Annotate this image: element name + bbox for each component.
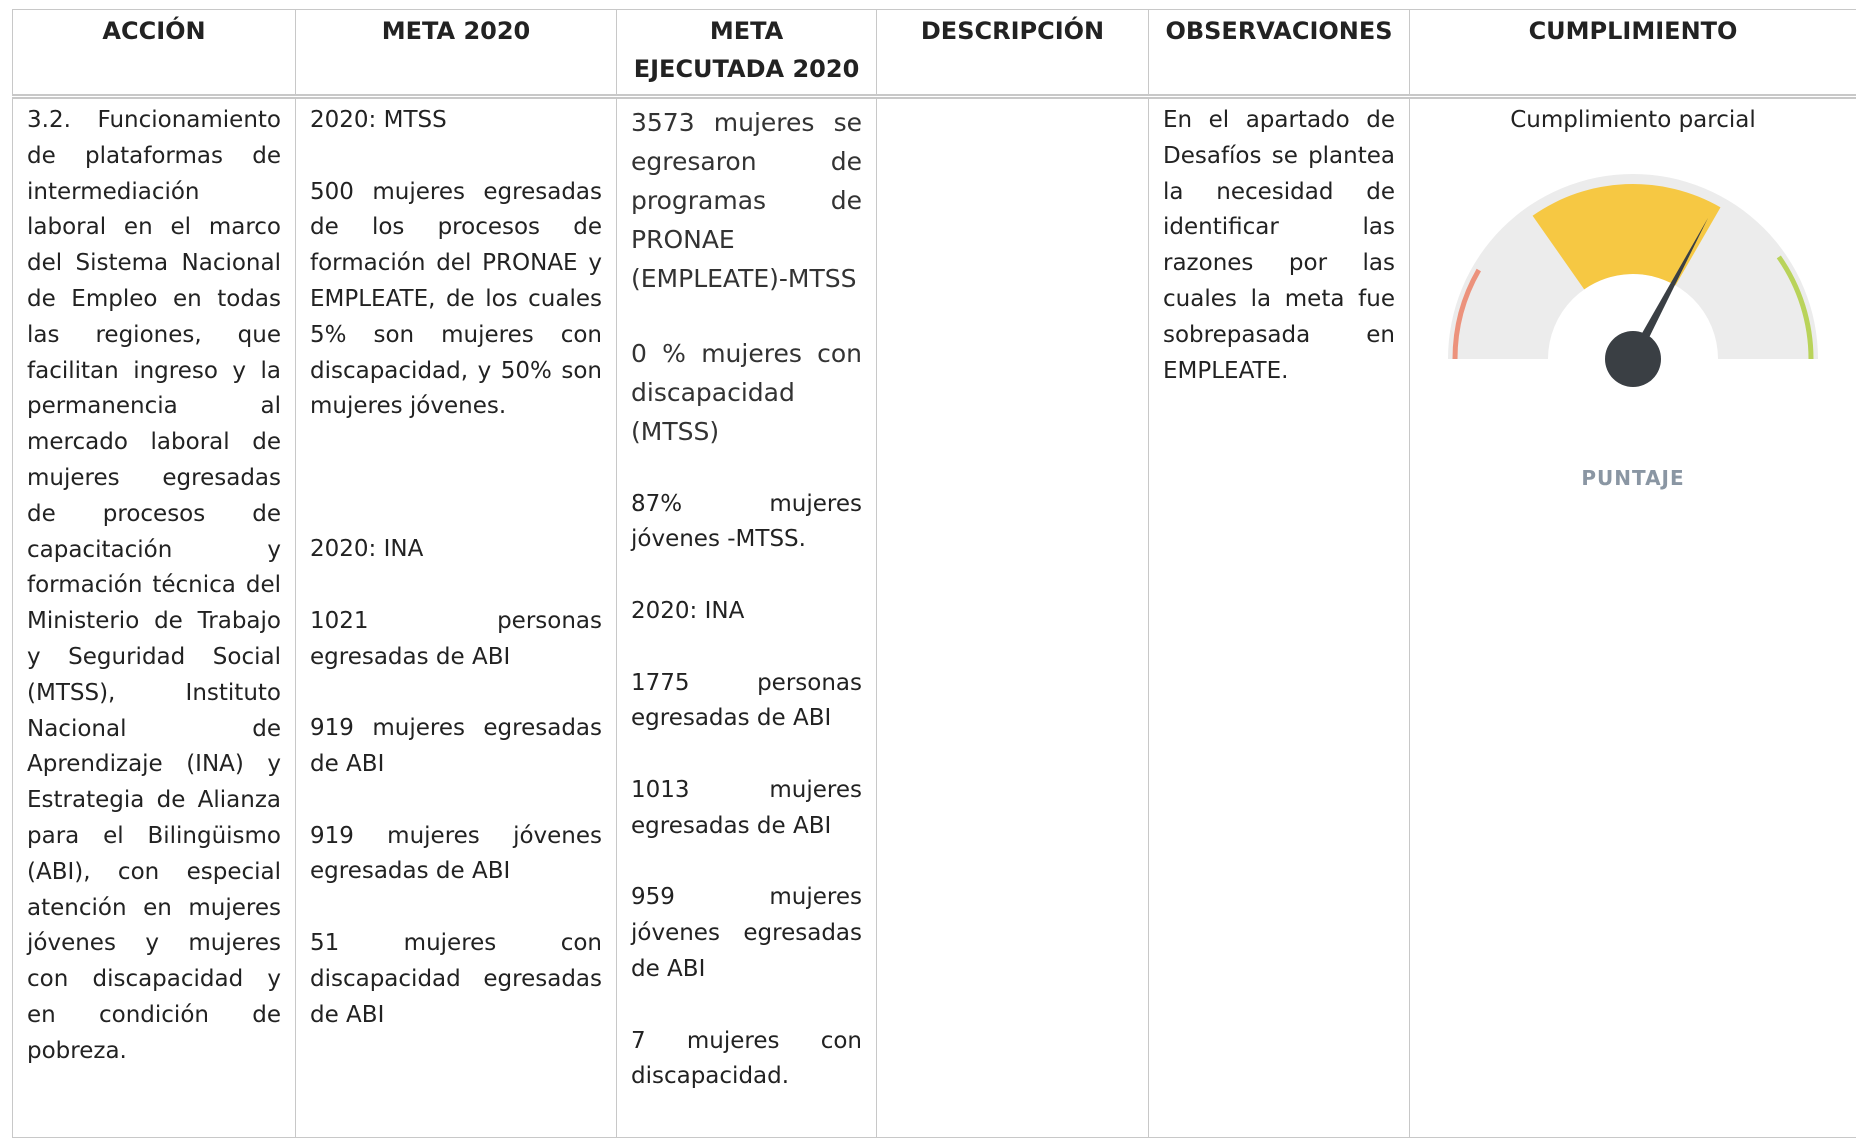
ejecutada-cell: 3573 mujeres se egresaron de programas d… — [617, 97, 877, 1138]
header-cell: ACCIÓN — [13, 10, 296, 97]
paragraph: 1013 mujeres egresadas de ABI — [631, 773, 862, 845]
body-row: 3.2. Funcionamiento de plataformas de in… — [13, 97, 1856, 1138]
accion-cell: 3.2. Funcionamiento de plataformas de in… — [13, 97, 296, 1138]
meta-cell: 2020: MTSS 500 mujeres egresadas de los p… — [296, 97, 617, 1138]
paragraph: 500 mujeres egresadas de los procesos de… — [310, 175, 602, 426]
header-cell: OBSERVACIONES — [1149, 10, 1410, 97]
paragraph: 2020: INA — [310, 532, 602, 568]
paragraph: 1775 personas egresadas de ABI — [631, 666, 862, 738]
header-cell: DESCRIPCIÓN — [877, 10, 1149, 97]
paragraph: 51 mujeres con discapacidad egresadas de… — [310, 926, 602, 1033]
gauge-label: PUNTAJE — [1424, 461, 1842, 497]
gauge-hub — [1605, 331, 1661, 387]
paragraph: 3573 mujeres se egresaron de programas d… — [631, 103, 862, 298]
paragraph: 919 mujeres egresadas de ABI — [310, 711, 602, 783]
paragraph: 1021 personas egresadas de ABI — [310, 604, 602, 676]
gauge — [1433, 169, 1833, 409]
paragraph: 2020: INA — [631, 594, 862, 630]
status: Cumplimiento parcial — [1424, 103, 1842, 139]
descripcion-cell — [877, 97, 1149, 1138]
header-cell: CUMPLIMIENTO — [1410, 10, 1856, 97]
paragraph: 0 % mujeres con discapacidad (MTSS) — [631, 334, 862, 451]
cumplimiento-cell: Cumplimiento parcial PUNTAJE — [1410, 97, 1856, 1138]
observaciones-cell: En el apartado de Desafíos se plantea la… — [1149, 97, 1410, 1138]
paragraph: 919 mujeres jóvenes egresadas de ABI — [310, 819, 602, 891]
header-cell: META EJECUTADA 2020 — [617, 10, 877, 97]
header-row: ACCIÓN META 2020 META EJECUTADA 2020 DES… — [13, 10, 1856, 97]
table: ACCIÓN META 2020 META EJECUTADA 2020 DES… — [12, 9, 1856, 1138]
paragraph: 7 mujeres con discapacidad. — [631, 1024, 862, 1096]
paragraph: 959 mujeres jóvenes egresadas de ABI — [631, 880, 862, 987]
header-cell: META 2020 — [296, 10, 617, 97]
paragraph: 2020: MTSS — [310, 103, 602, 139]
paragraph: 87% mujeres jóvenes -MTSS. — [631, 487, 862, 559]
